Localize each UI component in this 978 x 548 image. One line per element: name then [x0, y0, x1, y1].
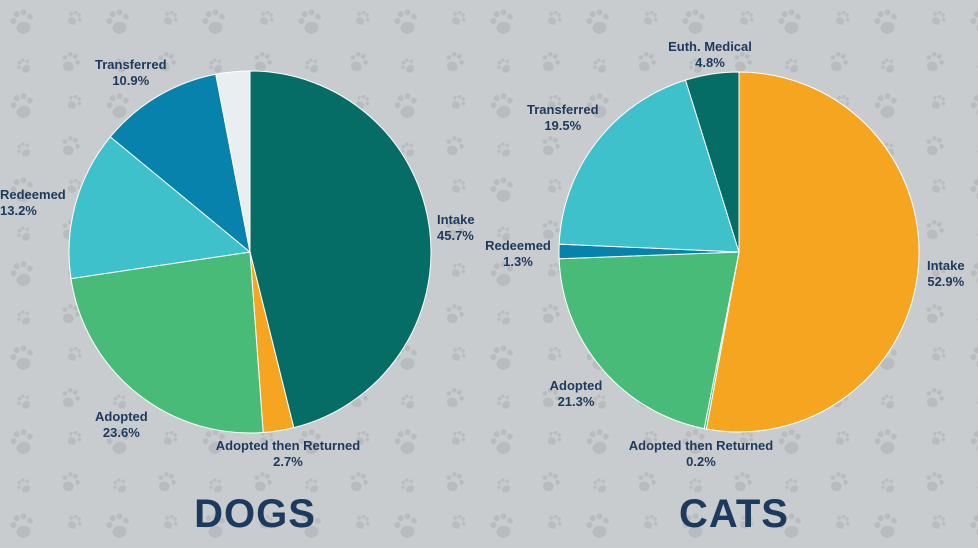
- cats-label-intake-pct: 52.9%: [927, 274, 965, 289]
- cats-label-redeemed-name: Redeemed: [485, 238, 551, 253]
- dogs-label-adopted-pct: 23.6%: [102, 425, 140, 440]
- dogs-label-adopted: Adopted 23.6%: [95, 409, 148, 441]
- dogs-label-adopted-then-returned-name: Adopted then Returned: [215, 438, 361, 453]
- cats-label-adopted: Adopted 21.3%: [548, 378, 604, 410]
- dogs-label-adopted-then-returned-pct: 2.7%: [273, 454, 303, 469]
- dogs-label-redeemed: Redeemed 13.2%: [0, 187, 66, 219]
- cats-label-adopted-name: Adopted: [549, 378, 603, 393]
- dogs-slice-intake: [249, 70, 432, 429]
- dogs-label-intake: Intake 45.7%: [437, 212, 475, 244]
- cats-label-redeemed: Redeemed 1.3%: [485, 238, 551, 270]
- dogs-slice-transferred: [109, 73, 251, 254]
- dogs-label-redeemed-pct: 13.2%: [0, 203, 37, 218]
- dogs-label-transferred-name: Transferred: [95, 57, 167, 72]
- dogs-slice-redeemed: [68, 136, 252, 280]
- cats-slice-adopted: [558, 251, 740, 430]
- dogs-label-transferred: Transferred 10.9%: [95, 57, 167, 89]
- dogs-label-intake-pct: 45.7%: [437, 228, 474, 243]
- cats-slice-euth-medical: [684, 71, 740, 253]
- cats-label-euth-medical-name: Euth. Medical: [668, 39, 752, 54]
- cats-label-adopted-then-returned: Adopted then Returned 0.2%: [627, 438, 775, 470]
- cats-label-transferred: Transferred 19.5%: [527, 102, 599, 134]
- dogs-slice-unlabeled: [215, 70, 251, 253]
- dogs-label-adopted-then-returned: Adopted then Returned 2.7%: [215, 438, 361, 470]
- dogs-pie-chart: [68, 70, 432, 434]
- cats-label-adopted-pct: 21.3%: [557, 394, 595, 409]
- cats-label-euth-medical: Euth. Medical 4.8%: [662, 39, 758, 71]
- cats-label-adopted-then-returned-name: Adopted then Returned: [628, 438, 774, 453]
- cats-label-transferred-name: Transferred: [527, 102, 599, 117]
- dogs-chart-title: DOGS: [194, 492, 316, 536]
- cats-slice-transferred: [558, 79, 740, 253]
- cats-label-redeemed-pct: 1.3%: [503, 254, 533, 269]
- cats-label-adopted-then-returned-pct: 0.2%: [686, 454, 716, 469]
- cats-pie-chart: [558, 71, 920, 433]
- dogs-label-intake-name: Intake: [437, 212, 475, 227]
- dogs-label-adopted-name: Adopted: [95, 409, 148, 424]
- dogs-label-transferred-pct: 10.9%: [112, 73, 150, 88]
- cats-label-transferred-pct: 19.5%: [544, 118, 582, 133]
- dogs-label-redeemed-name: Redeemed: [0, 187, 66, 202]
- cats-label-intake-name: Intake: [927, 258, 965, 273]
- cats-label-intake: Intake 52.9%: [927, 258, 965, 290]
- cats-label-euth-medical-pct: 4.8%: [695, 55, 725, 70]
- cats-slice-intake: [705, 71, 920, 433]
- dogs-slice-adopted: [70, 251, 264, 434]
- cats-chart-title: CATS: [679, 492, 789, 536]
